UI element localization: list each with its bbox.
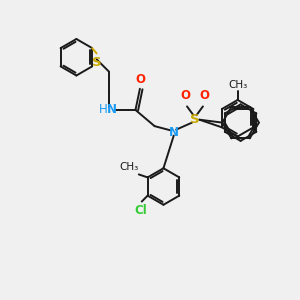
- Text: O: O: [181, 89, 190, 102]
- Text: N: N: [169, 125, 179, 139]
- Text: CH₃: CH₃: [119, 162, 138, 172]
- Text: S: S: [92, 56, 102, 69]
- Text: O: O: [135, 74, 145, 86]
- Text: Cl: Cl: [134, 205, 147, 218]
- Text: CH₃: CH₃: [228, 80, 247, 90]
- Text: N: N: [107, 103, 117, 116]
- Text: H: H: [99, 103, 107, 116]
- Text: S: S: [190, 113, 200, 126]
- Text: O: O: [200, 89, 209, 102]
